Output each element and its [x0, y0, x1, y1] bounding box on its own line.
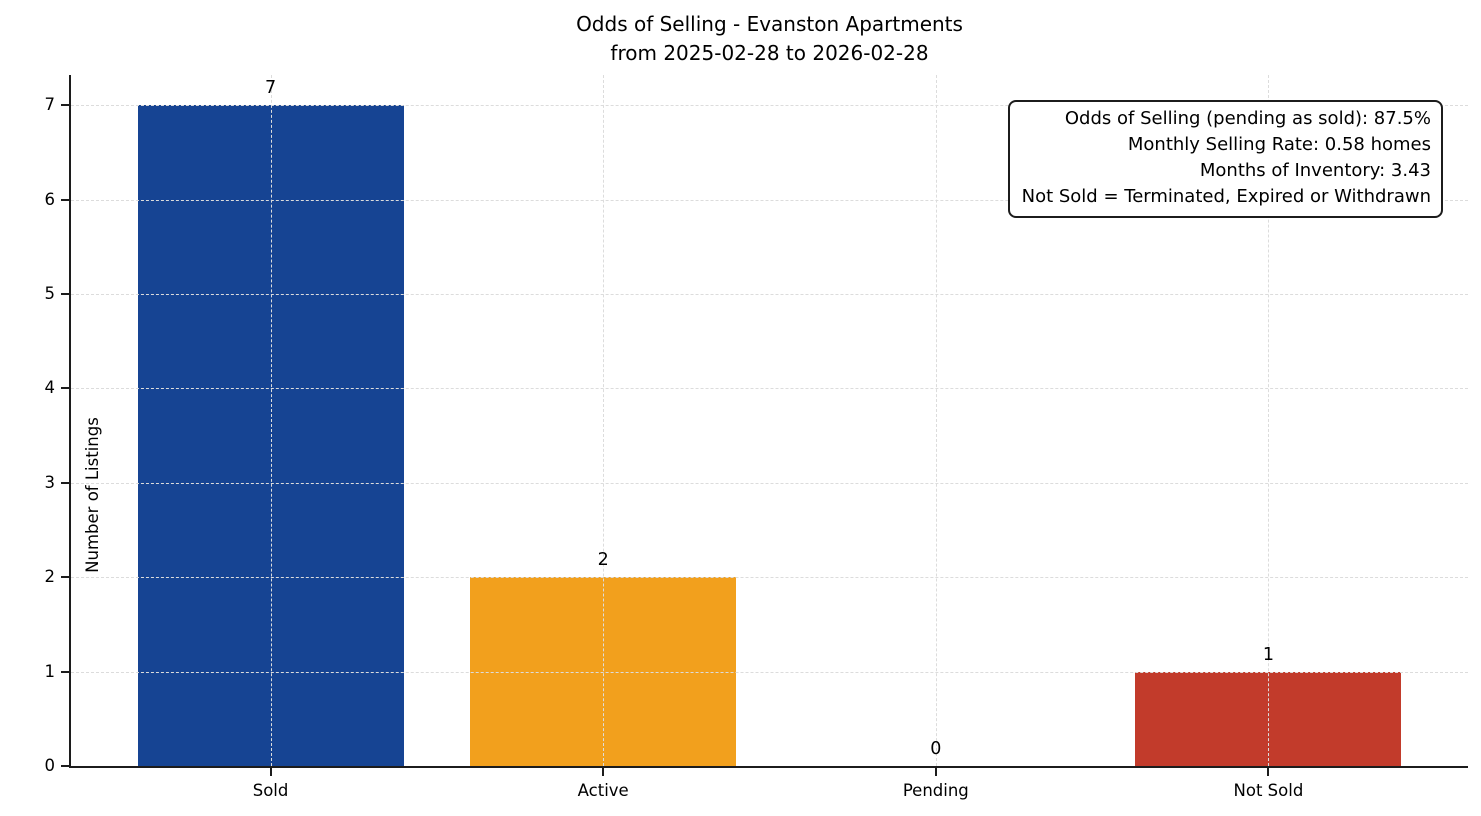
gridline-horizontal-3: [71, 482, 1468, 484]
y-tick-2: [61, 576, 69, 579]
gridline-vertical-sold: [270, 75, 272, 766]
gridline-horizontal-7: [71, 105, 1468, 107]
y-tick-label-0: 0: [44, 756, 56, 775]
annotation-odds-of-selling: Odds of Selling (pending as sold): 87.5%: [1064, 108, 1431, 129]
gridline-horizontal-6: [71, 199, 1468, 201]
y-tick-label-3: 3: [44, 472, 56, 492]
x-tick-label-pending: Pending: [902, 781, 969, 800]
y-tick-6: [61, 198, 69, 201]
y-tick-1: [61, 670, 69, 673]
bar-value-label-sold: 7: [264, 78, 277, 99]
y-axis-spine: [69, 75, 71, 768]
gridline-vertical-pending: [935, 75, 937, 766]
chart-title: Odds of Selling - Evanston Apartments fr…: [71, 10, 1468, 68]
bar-value-label-pending: 0: [930, 739, 942, 759]
y-tick-label-5: 5: [44, 284, 56, 303]
x-tick-not-sold: [1267, 768, 1270, 776]
annotation-months-of-inventory: Months of Inventory: 3.43: [1199, 160, 1431, 181]
bar-value-label-active: 2: [597, 550, 609, 571]
x-axis-spine: [69, 766, 1468, 768]
y-tick-label-2: 2: [44, 567, 56, 587]
gridline-vertical-not-sold: [1268, 75, 1270, 766]
x-tick-label-sold: Sold: [252, 781, 289, 800]
gridline-horizontal-1: [71, 671, 1468, 673]
x-tick-sold: [269, 768, 272, 776]
bar-value-label-not-sold: 1: [1262, 644, 1274, 665]
x-tick-label-not-sold: Not Sold: [1233, 781, 1304, 800]
gridline-horizontal-5: [71, 294, 1468, 295]
x-tick-label-active: Active: [577, 781, 629, 800]
chart-title-line1: Odds of Selling - Evanston Apartments: [576, 12, 963, 36]
y-tick-label-1: 1: [44, 661, 56, 681]
gridline-horizontal-4: [71, 388, 1468, 390]
gridline-vertical-active: [603, 75, 605, 766]
y-tick-label-4: 4: [44, 378, 56, 398]
y-tick-3: [61, 481, 69, 484]
gridline-horizontal-2: [71, 577, 1468, 579]
stats-annotation-box: Odds of Selling (pending as sold): 87.5%…: [1007, 100, 1443, 218]
chart-title-line2: from 2025-02-28 to 2026-02-28: [610, 41, 929, 65]
x-tick-pending: [934, 768, 937, 776]
annotation-monthly-selling-rate: Monthly Selling Rate: 0.58 homes: [1127, 134, 1431, 155]
y-tick-0: [61, 765, 69, 767]
annotation-not-sold-definition: Not Sold = Terminated, Expired or Withdr…: [1021, 186, 1431, 207]
x-tick-active: [602, 768, 605, 776]
y-tick-4: [61, 387, 69, 390]
y-axis-title: Number of Listings: [83, 417, 102, 573]
y-tick-label-6: 6: [44, 189, 56, 209]
y-tick-label-7: 7: [44, 95, 56, 115]
y-tick-5: [61, 293, 69, 295]
plot-area: Number of Listings 7 Sold 2 Active 0 Pending 1…: [45, 75, 1468, 800]
y-tick-7: [61, 104, 69, 107]
